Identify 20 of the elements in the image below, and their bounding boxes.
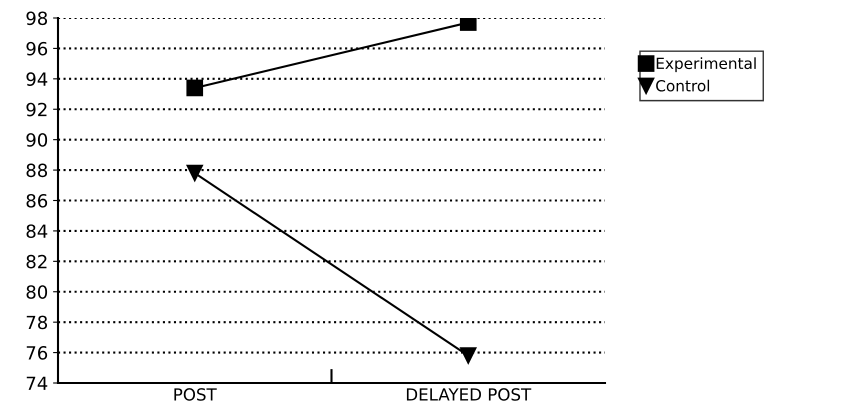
y-tick-label: 74 <box>26 376 48 390</box>
x-tick-label: POST <box>174 388 217 401</box>
y-tick-label: 84 <box>26 224 48 238</box>
point <box>460 347 477 364</box>
y-tick-label: 94 <box>26 72 48 86</box>
y-tick-label: 92 <box>26 102 46 116</box>
point <box>186 164 204 182</box>
y-tick-label: 98 <box>26 11 48 26</box>
y-tick-label: 96 <box>26 42 48 56</box>
y-tick-label: 90 <box>26 133 48 147</box>
y-tick-label: 80 <box>26 285 48 299</box>
legend-label: Experimental <box>656 57 756 72</box>
y-tick-label: 76 <box>26 346 48 360</box>
y-tick-label: 86 <box>26 194 48 208</box>
point <box>186 80 204 96</box>
y-tick-label: 78 <box>26 316 48 330</box>
legend-label: Control <box>656 80 710 92</box>
x-tick-label: DELAYED POST <box>406 388 532 401</box>
y-tick-label: 82 <box>26 254 46 268</box>
y-tick-label: 88 <box>26 164 48 178</box>
